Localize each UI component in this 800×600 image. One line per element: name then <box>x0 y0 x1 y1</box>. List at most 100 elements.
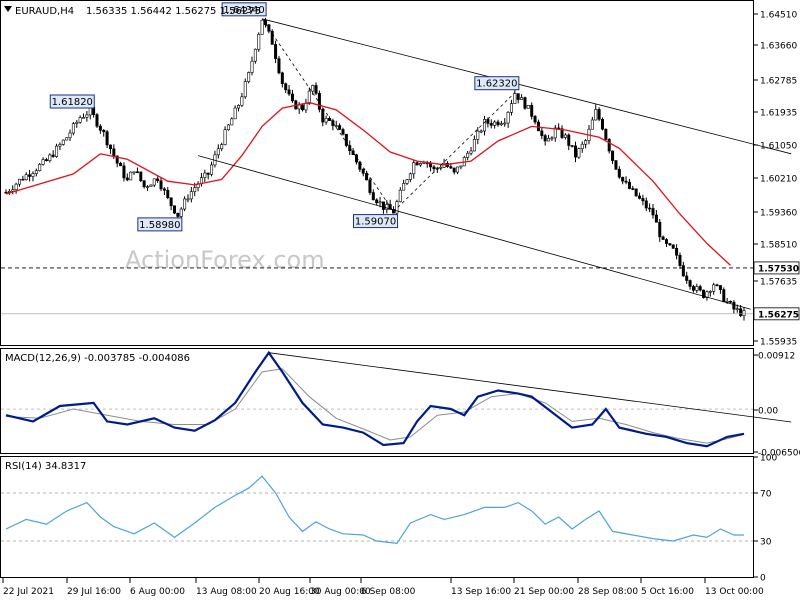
candle-body <box>405 179 409 184</box>
panel-frames <box>0 0 754 578</box>
candle-body <box>742 310 746 316</box>
candle-body <box>486 119 490 124</box>
price-axis-box <box>753 261 800 275</box>
candle-body <box>547 138 551 142</box>
candle-body <box>183 198 187 210</box>
rsi-tick-label: 30 <box>760 538 772 548</box>
candle-body <box>594 109 598 121</box>
candle-body <box>31 173 35 177</box>
peak-label-box <box>221 2 267 17</box>
candle-body <box>584 140 588 145</box>
dropdown-triangle-icon[interactable] <box>4 6 12 12</box>
candle-body <box>621 176 625 182</box>
candle-body <box>115 155 119 164</box>
candle-body <box>4 191 8 194</box>
candle-body <box>297 104 301 110</box>
candle-body <box>452 167 456 173</box>
candle-body <box>607 139 611 152</box>
candle-body <box>280 72 284 85</box>
peak-label-box <box>474 76 520 91</box>
candle-body <box>415 162 419 166</box>
candle-body <box>358 161 362 170</box>
candle-body <box>172 205 176 214</box>
candle-body <box>28 174 32 177</box>
candle-body <box>176 212 180 217</box>
x-tick-label: 21 Sep 00:00 <box>514 587 574 597</box>
candle-body <box>708 291 712 293</box>
candle-body <box>334 125 338 127</box>
candle-body <box>119 162 123 167</box>
candle-body <box>112 148 116 157</box>
candle-body <box>270 30 274 45</box>
candle-body <box>142 180 146 188</box>
candle-body <box>375 199 379 204</box>
candle-body <box>139 171 143 181</box>
price-tick-label: 1.59360 <box>760 209 797 219</box>
candle-body <box>671 244 675 249</box>
price-axis-box <box>753 307 800 321</box>
candle-body <box>226 124 230 131</box>
candle-body <box>125 177 129 181</box>
candle-body <box>732 301 736 310</box>
candle-body <box>98 125 102 131</box>
candle-body <box>284 83 288 91</box>
candle-body <box>186 198 190 201</box>
candle-body <box>230 118 234 126</box>
candle-body <box>304 103 308 111</box>
candle-body <box>611 150 615 161</box>
candle-body <box>240 96 244 106</box>
peak-label-box <box>49 94 95 109</box>
candle-body <box>540 130 544 136</box>
rsi-title: RSI(14) 34.8317 <box>5 461 86 472</box>
candle-body <box>78 117 82 123</box>
price-tick-label: 1.55935 <box>760 338 797 348</box>
candle-body <box>135 171 139 174</box>
candle-body <box>479 130 483 133</box>
candle-body <box>530 104 534 117</box>
candle-body <box>250 60 254 73</box>
candle-body <box>210 164 214 175</box>
candle-body <box>21 178 25 181</box>
peak-label-box <box>353 214 399 229</box>
candle-body <box>600 118 604 130</box>
ohlc-values: 1.56335 1.56442 1.56275 1.56275 <box>86 6 261 17</box>
candle-body <box>449 166 453 169</box>
candle-body <box>95 114 99 127</box>
candle-body <box>627 181 631 189</box>
channel-lower-line <box>197 155 751 310</box>
candle-body <box>55 145 59 157</box>
candle-body <box>169 197 173 207</box>
candle-body <box>287 89 291 95</box>
candle-body <box>193 187 197 192</box>
candle-body <box>317 93 321 110</box>
candle-body <box>705 291 709 298</box>
candle-body <box>577 148 581 158</box>
candle-body <box>483 119 487 132</box>
rsi-panel-frame <box>0 456 754 578</box>
candle-body <box>634 188 638 197</box>
candle-body <box>661 236 665 240</box>
candle-body <box>398 189 402 202</box>
candle-body <box>14 183 18 191</box>
candle-body <box>476 130 480 140</box>
candle-body <box>307 90 311 104</box>
candle-body <box>715 284 719 287</box>
candle-body <box>162 188 166 191</box>
candle-body <box>691 286 695 291</box>
candle-body <box>553 127 557 139</box>
candle-body <box>102 130 106 133</box>
candle-body <box>560 128 564 138</box>
candle-body <box>574 145 578 158</box>
macd-tick-label: 0.00 <box>758 407 778 417</box>
candle-body <box>489 123 493 126</box>
x-tick-label: 6 Aug 00:00 <box>130 587 185 597</box>
candle-body <box>274 44 278 59</box>
x-tick-label: 29 Jul 16:00 <box>67 587 121 597</box>
candle-body <box>129 171 133 181</box>
macd-plot <box>1 350 792 448</box>
candle-body <box>243 81 247 98</box>
peak-label: 1.62320 <box>476 79 517 90</box>
candle-body <box>82 116 86 119</box>
candle-body <box>503 122 507 125</box>
